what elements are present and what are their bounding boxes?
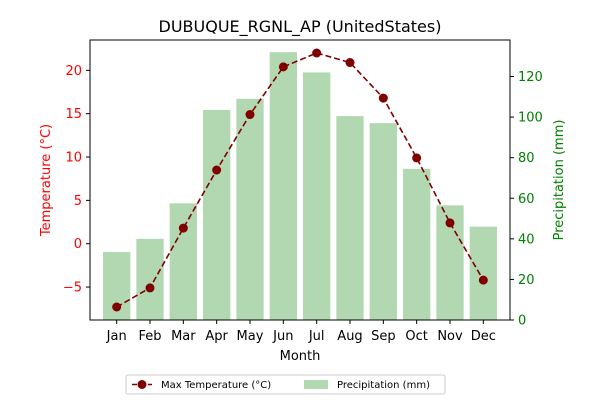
left-tick-label-5: 5 [74,194,82,209]
left-tick-label-0: 0 [74,237,82,252]
legend-line-marker [137,380,147,389]
x-tick-label-jun: Jun [272,329,293,344]
line-layer [112,48,488,312]
chart-title: DUBUQUE_RGNL_AP (UnitedStates) [159,17,442,37]
precipitation-bar-mar [169,203,197,320]
legend: Max Temperature (°C) Precipitation (mm) [125,374,446,395]
plot-frame [89,39,511,321]
temperature-point-mar [178,223,188,233]
temperature-point-feb [145,283,155,293]
legend-frame [125,374,446,395]
precipitation-bar-feb [136,238,164,320]
precipitation-bar-sep [369,123,397,320]
temperature-line [116,52,485,308]
temperature-point-aug [345,58,355,68]
temperature-point-dec [478,275,488,285]
x-tick-label-oct: Oct [405,329,427,344]
x-axis-title: Month [280,349,321,364]
precipitation-bar-jul [303,72,331,320]
right-axis-title: Precipitation (mm) [552,120,567,241]
temperature-point-jun [278,62,288,72]
temperature-point-apr [212,165,222,175]
right-tick-label-40: 40 [518,232,535,247]
legend-label-precipitation: Precipitation (mm) [337,380,430,391]
x-tick-label-may: May [237,329,264,344]
precipitation-bar-jun [269,52,297,320]
x-tick-label-jan: Jan [106,329,127,344]
legend-label-max-temperature: Max Temperature (°C) [161,380,271,391]
x-tick-label-mar: Mar [171,329,196,344]
precipitation-bar-oct [403,168,431,320]
left-tick-label-15: 15 [65,107,82,122]
precipitation-bar-may [236,98,264,320]
bars-layer [103,52,497,320]
legend-bar-swatch [304,380,328,389]
x-tick-label-feb: Feb [138,329,161,344]
precipitation-bar-dec [469,226,497,320]
x-tick-label-apr: Apr [205,329,228,344]
temperature-point-may [245,110,255,120]
precipitation-bar-apr [203,110,231,320]
left-tick-label-20: 20 [65,64,82,79]
temperature-point-oct [412,153,422,163]
right-tick-label-100: 100 [518,111,543,126]
temperature-point-jul [312,48,322,58]
temperature-point-nov [445,218,455,228]
x-tick-label-sep: Sep [371,329,396,344]
right-tick-label-120: 120 [518,70,543,85]
left-tick-label-10: 10 [65,151,82,166]
x-tick-label-dec: Dec [471,329,496,344]
temperature-point-sep [378,93,388,103]
right-tick-label-20: 20 [518,273,535,288]
temperature-point-jan [112,302,122,312]
x-tick-label-nov: Nov [437,329,463,344]
right-tick-label-80: 80 [518,151,535,166]
x-tick-label-jul: Jul [308,329,325,344]
axes-layer: Jan Feb Mar Apr May Jun Jul Aug Sep Oct Nov Dec −5 0 5… [63,39,543,344]
left-axis-title: Temperature (°C) [39,124,54,237]
right-tick-label-0: 0 [518,314,526,329]
right-tick-label-60: 60 [518,192,535,207]
precipitation-bar-aug [336,116,364,320]
left-tick-label--5: −5 [63,281,82,296]
x-tick-label-aug: Aug [337,329,362,344]
